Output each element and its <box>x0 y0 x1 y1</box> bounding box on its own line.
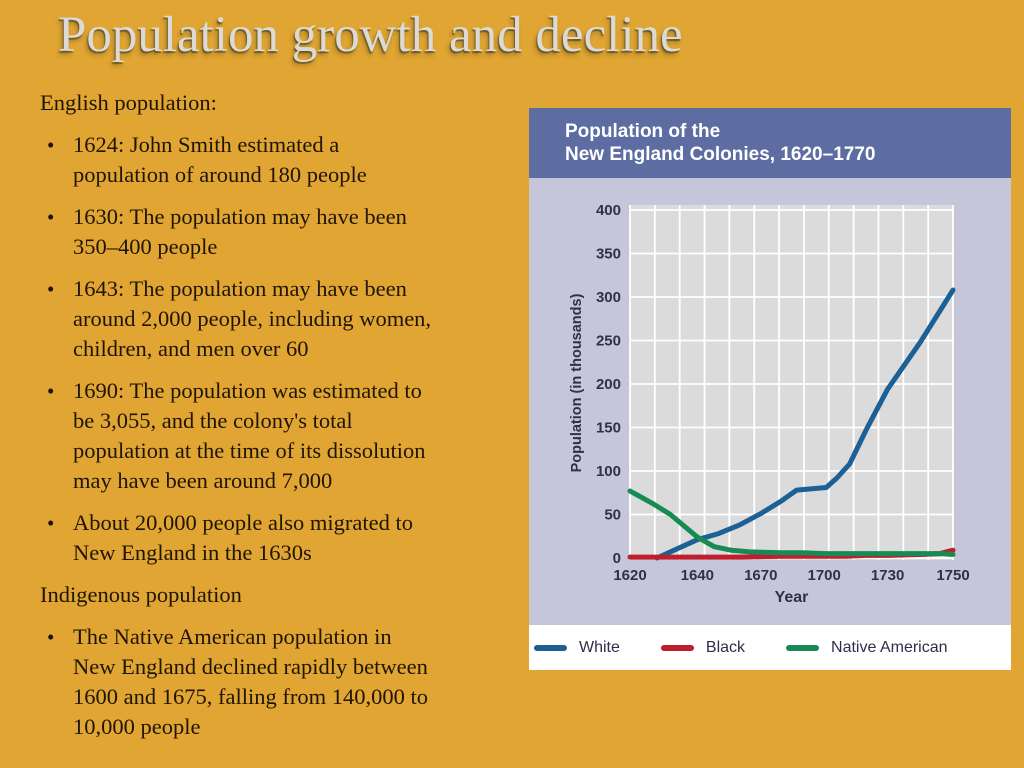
x-axis-tick-label: 1730 <box>871 567 904 584</box>
legend-label: White <box>579 638 620 656</box>
x-axis-tick-label: 1640 <box>681 567 714 584</box>
population-chart-figure: Population of the New England Colonies, … <box>529 108 1011 670</box>
list-item: • 1643: The population may have been arou… <box>40 274 532 364</box>
bullet-text-column: English population: • 1624: John Smith es… <box>40 88 532 754</box>
y-axis-tick-label: 250 <box>596 333 621 350</box>
page-title: Population growth and decline <box>58 7 683 63</box>
x-axis-title: Year <box>775 589 809 606</box>
y-axis-tick-label: 50 <box>604 507 621 524</box>
chart-title: Population of the New England Colonies, … <box>529 108 1011 178</box>
legend-swatch <box>786 644 820 651</box>
bullet-dot: • <box>47 511 55 535</box>
x-axis-tick-label: 1620 <box>613 567 646 584</box>
chart-title-line1: Population of the <box>565 121 721 142</box>
list-item: • About 20,000 people also migrated to Ne… <box>40 508 532 568</box>
plot-background <box>630 205 953 560</box>
series-line-native-american <box>627 488 956 557</box>
list-item: • The Native American population in New E… <box>40 622 532 742</box>
list-item-text: The Native American population in New En… <box>73 624 428 739</box>
y-axis-tick-label: 400 <box>596 202 621 219</box>
y-axis-tick-label: 0 <box>613 550 621 567</box>
y-axis-tick-label: 200 <box>596 376 621 393</box>
legend-swatch <box>660 644 694 651</box>
legend-label: Black <box>705 638 746 656</box>
legend-swatch <box>534 644 567 651</box>
legend-label: Native American <box>831 638 948 656</box>
list-item-text: About 20,000 people also migrated to New… <box>73 510 413 565</box>
bullet-dot: • <box>47 379 55 403</box>
chart-title-line2: New England Colonies, 1620–1770 <box>565 144 876 165</box>
chart-plot-area: 0 50 100 150 200 250 300 350 400 1620 1640 1670 1700… <box>529 178 1011 625</box>
list-item: • 1630: The population may have been 350–… <box>40 202 532 262</box>
y-axis-tick-label: 350 <box>596 246 621 263</box>
list-item: • 1690: The population was estimated to b… <box>40 376 532 496</box>
section-heading-indigenous: Indigenous population <box>40 582 242 607</box>
section-heading-english: English population: <box>40 90 217 115</box>
legend-item: Native American <box>786 639 948 657</box>
bullet-dot: • <box>47 625 55 649</box>
legend-item: Black <box>660 638 746 657</box>
y-axis-title: Population (in thousands) <box>569 293 585 472</box>
legend-item: White <box>534 639 620 657</box>
chart-legend: White Black Native American <box>529 625 1011 670</box>
y-axis-tick-label: 300 <box>596 289 621 306</box>
list-item-text: 1690: The population was estimated to be… <box>73 378 426 493</box>
bullet-dot: • <box>47 277 55 301</box>
bullet-dot: • <box>47 133 55 157</box>
bullet-dot: • <box>47 205 55 229</box>
x-axis-tick-label: 1750 <box>936 567 969 584</box>
list-item: • 1624: John Smith estimated a population… <box>40 130 532 190</box>
list-item-text: 1630: The population may have been 350–4… <box>73 204 407 259</box>
list-item-text: 1643: The population may have been aroun… <box>73 276 432 361</box>
y-axis-tick-label: 100 <box>596 463 621 480</box>
x-axis-tick-label: 1700 <box>808 567 841 584</box>
y-axis-tick-label: 150 <box>596 420 621 437</box>
population-line-chart: 0 50 100 150 200 250 300 350 400 1620 1640 1670 1700… <box>569 202 970 606</box>
x-axis-tick-label: 1670 <box>744 567 777 584</box>
list-item-text: 1624: John Smith estimated a population … <box>73 132 367 187</box>
series-line-white <box>654 287 956 561</box>
